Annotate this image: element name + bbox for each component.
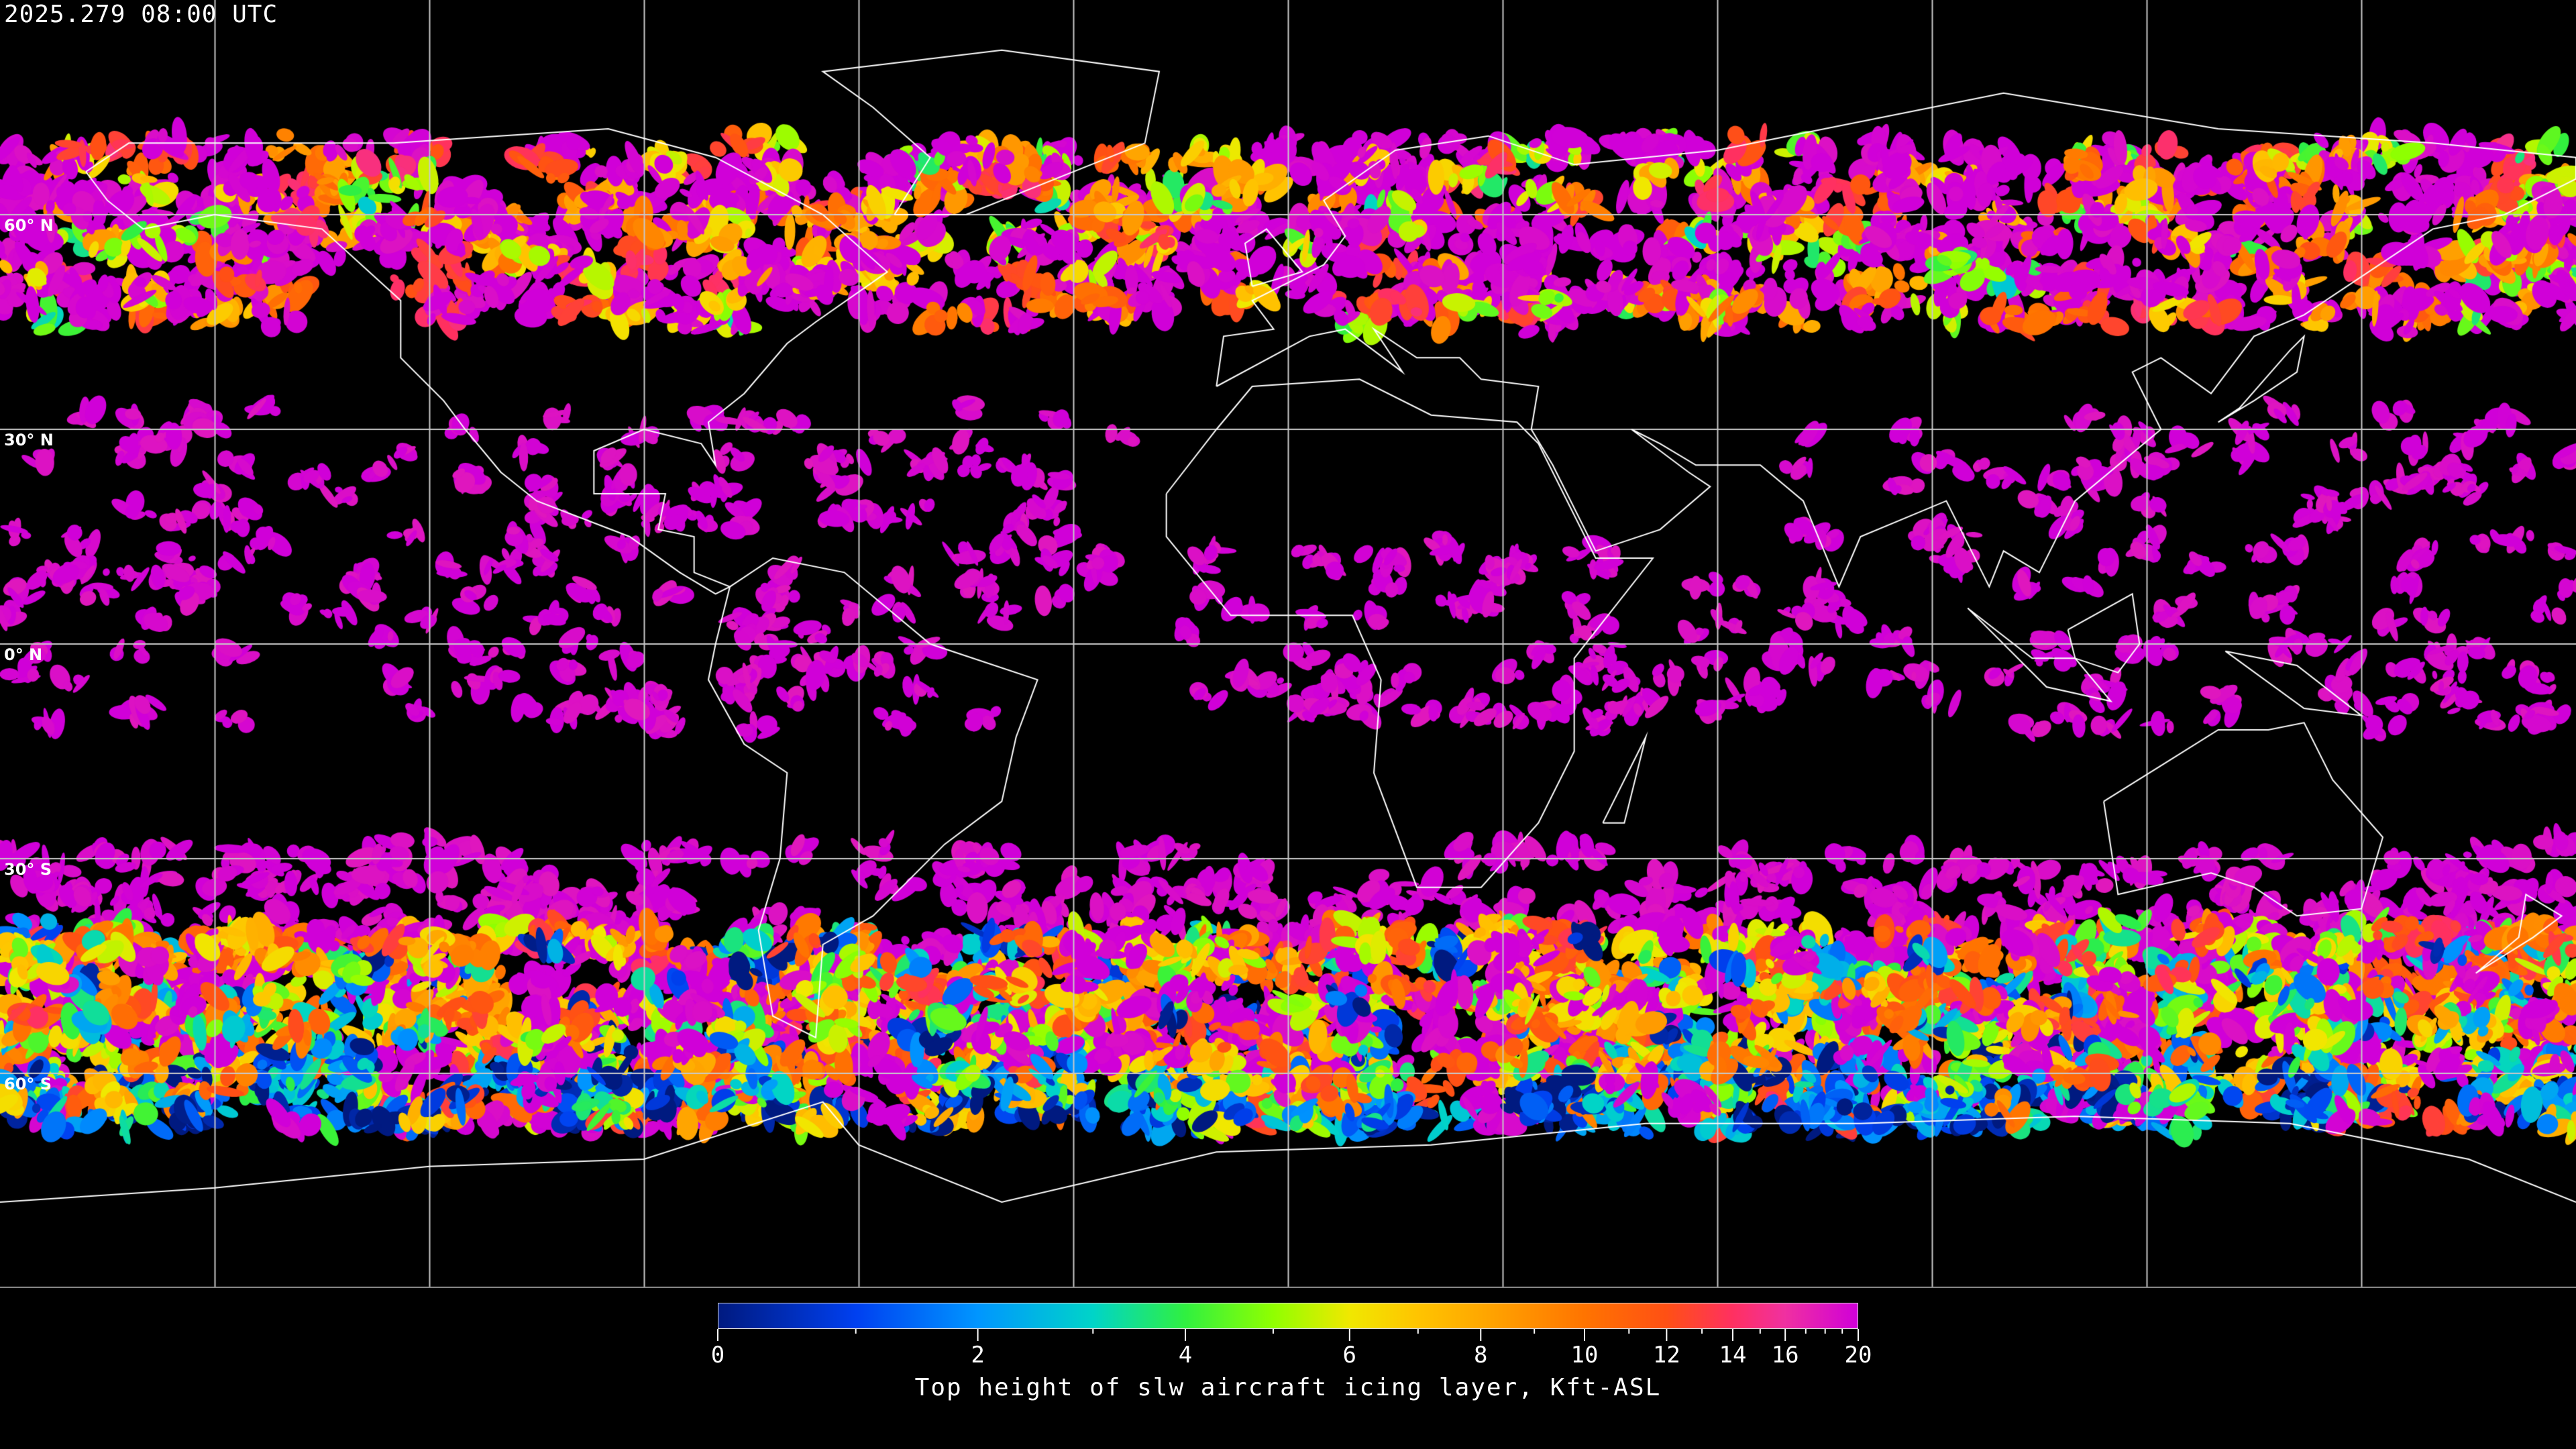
tick-label: 0: [710, 1342, 725, 1368]
colorbar: [718, 1303, 1858, 1329]
lat-label-60s: 60° S: [4, 1075, 52, 1093]
icing-map: [0, 0, 2576, 1288]
tick-label: 4: [1178, 1342, 1193, 1368]
tick-label: 2: [971, 1342, 985, 1368]
colorbar-title: Top height of slw aircraft icing layer, …: [914, 1374, 1662, 1401]
tick-label: 16: [1771, 1342, 1799, 1368]
tick-label: 10: [1570, 1342, 1599, 1368]
tick-label: 14: [1719, 1342, 1747, 1368]
lat-label-0n: 0° N: [4, 645, 43, 664]
tick-label: 12: [1652, 1342, 1680, 1368]
lat-label-60n: 60° N: [4, 216, 54, 235]
lat-label-30s: 30° S: [4, 860, 52, 879]
colorbar-ticks: [717, 1329, 1859, 1341]
tick-label: 6: [1342, 1342, 1357, 1368]
tick-label: 20: [1844, 1342, 1872, 1368]
timestamp-label: 2025.279 08:00 UTC: [4, 1, 278, 28]
lat-label-30n: 30° N: [4, 431, 54, 449]
tick-label: 8: [1474, 1342, 1488, 1368]
